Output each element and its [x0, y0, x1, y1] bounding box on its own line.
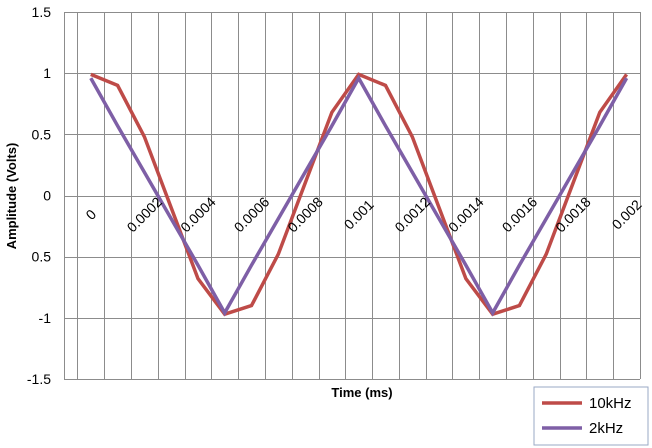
legend-box [533, 386, 649, 446]
grid-lines [64, 12, 641, 380]
x-tick-label: 0.0004 [177, 194, 219, 236]
x-tick-label: 0.0016 [499, 194, 541, 236]
x-tick-label: 0 [82, 206, 99, 223]
y-tick-label: 0.5 [32, 249, 52, 265]
legend: 10kHz 2kHz [533, 386, 649, 446]
x-tick-label: 0.0002 [124, 194, 166, 236]
y-tick-label: 0 [43, 188, 51, 204]
x-axis-title: Time (ms) [331, 385, 392, 400]
series-line-10kHz [90, 72, 629, 317]
legend-label-10kHz: 10kHz [589, 395, 632, 412]
y-axis-ticks: 1.5 1 0.5 0 0.5 -1 -1.5 [27, 4, 51, 387]
y-tick-label: 1.5 [32, 4, 52, 20]
series-lines [89, 72, 629, 317]
x-tick-label: 0.0006 [231, 194, 273, 236]
x-tick-label: 0.001 [341, 196, 377, 232]
y-axis-title: Amplitude (Volts) [4, 143, 19, 250]
y-tick-label: 0.5 [32, 126, 52, 142]
y-tick-label: -1.5 [27, 371, 51, 387]
legend-label-2kHz: 2kHz [589, 420, 623, 437]
series-line-2kHz [89, 74, 629, 317]
y-tick-label: -1 [39, 310, 52, 326]
y-tick-label: 1 [43, 65, 51, 81]
x-tick-label: 0.0014 [445, 194, 487, 236]
